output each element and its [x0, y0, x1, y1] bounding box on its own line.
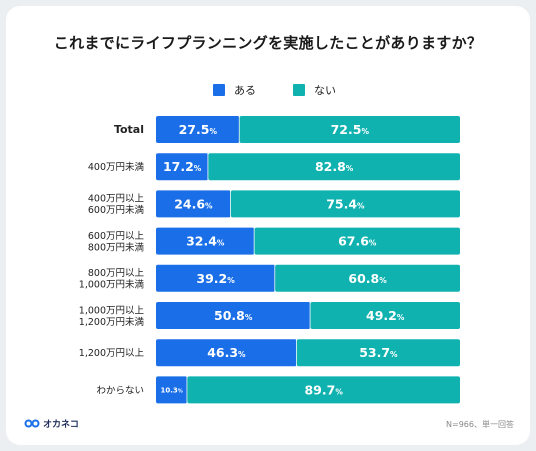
legend-label-aru: ある — [234, 84, 256, 97]
bar-segment-aru — [156, 227, 255, 255]
data-label: 89.7% — [304, 382, 343, 397]
legend-item-aru: ある — [213, 82, 256, 98]
bar-segment-aru — [156, 376, 188, 404]
category-label: わからない — [96, 385, 144, 396]
bar-segment-aru — [156, 264, 276, 292]
data-label: 32.4% — [186, 234, 225, 249]
bar-segment-aru — [156, 153, 209, 181]
bar-segment-nai — [230, 190, 460, 218]
data-label: 75.4% — [326, 196, 365, 211]
bar-segment-nai — [275, 264, 460, 292]
legend-swatch-aru — [213, 84, 225, 96]
data-label: 17.2% — [163, 159, 202, 174]
bar-segment-nai — [239, 116, 460, 143]
legend-item-nai: ない — [293, 82, 336, 98]
data-label: 27.5% — [179, 122, 218, 137]
category-label: 600万円以上 800万円未満 — [88, 231, 145, 254]
category-label: 1,000万円以上 1,200万円未満 — [79, 305, 145, 328]
bar-segment-aru — [156, 116, 240, 143]
bar-segment-aru — [156, 302, 311, 329]
bar-segment-nai — [296, 339, 460, 367]
chart-card — [6, 6, 530, 445]
sample-note: N=966、単一回答 — [446, 420, 514, 429]
data-label: 39.2% — [196, 271, 235, 286]
data-label: 46.3% — [207, 345, 246, 360]
category-label: 400万円以上 600万円未満 — [88, 194, 145, 217]
data-label: 72.5% — [331, 122, 370, 137]
legend-label-nai: ない — [314, 84, 336, 97]
data-label: 82.8% — [315, 159, 354, 174]
data-label: 53.7% — [359, 345, 398, 360]
legend-swatch-nai — [293, 84, 305, 96]
category-label: 1,200万円以上 — [79, 348, 145, 359]
bar-segment-nai — [208, 153, 460, 181]
data-label: 49.2% — [366, 308, 405, 323]
brand-name: オカネコ — [43, 420, 79, 430]
data-label: 10.3% — [161, 386, 183, 394]
data-label: 67.6% — [338, 234, 377, 249]
category-label: 800万円以上 1,000万円未満 — [79, 268, 145, 291]
bar-segment-aru — [156, 339, 297, 367]
bar-segment-nai — [310, 302, 460, 329]
chart-title: これまでにライフプランニングを実施したことがありますか？ — [53, 34, 483, 52]
data-label: 60.8% — [348, 271, 387, 286]
brand-logo: オカネコ — [24, 417, 79, 430]
bar-segment-nai — [254, 227, 460, 255]
bar-segment-nai — [187, 376, 460, 404]
category-label: Total — [114, 123, 144, 136]
data-label: 50.8% — [214, 308, 253, 323]
legend: ある ない — [0, 82, 536, 98]
category-label: 400万円未満 — [88, 161, 145, 173]
data-label: 24.6% — [174, 196, 213, 211]
bar-segment-aru — [156, 190, 231, 218]
infinity-logo-icon — [24, 419, 40, 428]
